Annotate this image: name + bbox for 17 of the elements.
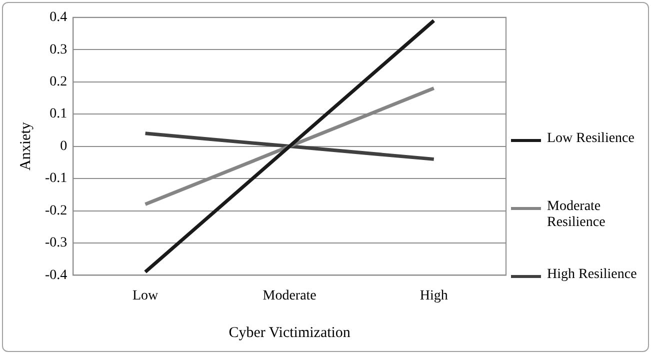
legend-label: Moderate Resilience (547, 199, 606, 231)
x-tick-label: High (420, 288, 448, 304)
legend-label: High Resilience (547, 267, 638, 283)
y-axis-title: Anxiety (18, 122, 34, 170)
legend-label: Low Resilience (547, 131, 636, 147)
y-tick-label: -0.3 (44, 236, 68, 251)
y-tick-label: -0.2 (44, 203, 68, 218)
y-tick-label: 0 (60, 138, 68, 154)
x-tick-label: Low (132, 288, 160, 304)
y-tick-label: 0.1 (50, 106, 68, 122)
y-tick-label: 0.2 (50, 74, 68, 90)
x-axis-title: Cyber Victimization (228, 324, 351, 341)
y-tick-label: -0.4 (44, 268, 68, 283)
y-tick-label: 0.3 (50, 42, 68, 58)
y-tick-label: 0.4 (50, 10, 68, 26)
x-tick-label: Moderate (262, 288, 316, 304)
y-tick-label: -0.1 (44, 171, 68, 186)
